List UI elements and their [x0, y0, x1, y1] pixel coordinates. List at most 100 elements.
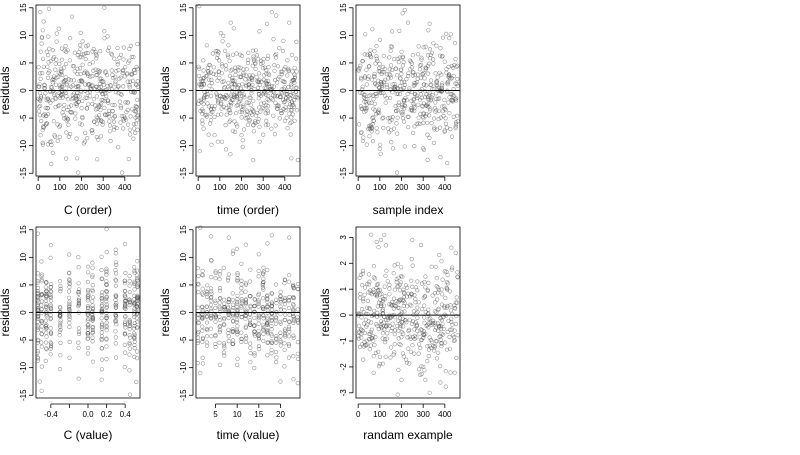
data-point [217, 306, 222, 311]
data-point [84, 50, 89, 56]
data-point [365, 298, 371, 304]
data-point [428, 338, 434, 343]
data-point [391, 85, 396, 90]
data-point [213, 334, 218, 339]
data-point [132, 315, 137, 320]
y-tick-label: -3 [339, 389, 348, 397]
data-point [261, 89, 267, 94]
data-point [381, 115, 386, 120]
data-point [40, 142, 46, 147]
data-point [231, 318, 236, 323]
data-point [206, 69, 211, 74]
data-point [119, 170, 125, 175]
data-point [393, 103, 398, 109]
data-point [374, 293, 380, 298]
data-point [295, 94, 300, 100]
data-point [226, 43, 231, 48]
data-point [392, 315, 398, 320]
data-point [366, 272, 372, 277]
data-point [218, 30, 223, 36]
data-point [108, 83, 113, 88]
data-point [287, 294, 292, 300]
data-point [401, 97, 406, 102]
data-point [43, 326, 49, 331]
data-point [273, 77, 278, 83]
data-point [208, 307, 213, 312]
y-tick-label: 10 [19, 252, 28, 261]
data-point [360, 91, 365, 96]
data-point [204, 315, 209, 320]
data-point [208, 286, 214, 291]
data-point [55, 138, 60, 143]
data-point [43, 285, 49, 290]
data-point [392, 85, 397, 90]
data-point [450, 311, 455, 316]
data-point [274, 355, 279, 360]
data-point [257, 82, 262, 87]
x-tick-label: 400 [278, 183, 292, 192]
data-point [35, 327, 40, 333]
data-point [115, 59, 120, 65]
data-point [235, 332, 240, 337]
data-point [278, 338, 283, 343]
data-point [104, 336, 109, 341]
data-point [71, 95, 76, 101]
data-point [425, 322, 430, 328]
data-point [429, 264, 434, 269]
data-point [96, 103, 101, 108]
data-point [361, 321, 367, 326]
data-point [274, 360, 279, 365]
data-point [45, 52, 51, 58]
data-point [243, 302, 248, 307]
data-point [213, 315, 218, 320]
data-point [202, 82, 207, 87]
data-point [39, 279, 44, 284]
data-point [213, 341, 218, 347]
data-point [418, 75, 423, 81]
data-point [380, 336, 385, 341]
data-point [366, 74, 371, 79]
data-point [440, 35, 446, 40]
data-point [278, 298, 283, 303]
data-point [439, 302, 445, 307]
data-point [222, 353, 227, 358]
data-point [423, 377, 428, 383]
data-point [434, 108, 439, 113]
data-point [213, 270, 218, 276]
data-point [38, 103, 43, 108]
data-point [454, 96, 459, 101]
data-point [106, 111, 111, 116]
data-point [371, 106, 376, 111]
data-point [378, 292, 383, 297]
data-point [390, 114, 395, 120]
x-tick-label: 300 [416, 183, 430, 192]
data-point [371, 264, 377, 269]
data-point [102, 105, 107, 110]
data-point [219, 139, 225, 144]
data-point [394, 170, 400, 175]
data-point [365, 305, 370, 310]
data-point [448, 327, 453, 332]
data-point [443, 369, 449, 374]
data-point [435, 290, 441, 295]
data-point [231, 248, 236, 253]
data-point [104, 328, 109, 333]
data-point [90, 274, 95, 279]
data-point [416, 115, 421, 120]
data-point [269, 351, 274, 356]
data-point [282, 100, 287, 105]
data-point [67, 299, 72, 304]
data-point [409, 107, 415, 112]
data-point [48, 352, 53, 357]
data-point [201, 68, 206, 73]
data-point [390, 146, 396, 151]
data-point [39, 299, 45, 304]
data-point [391, 352, 396, 357]
data-point [212, 104, 217, 109]
data-point [131, 121, 136, 127]
data-point [239, 53, 244, 59]
data-point [246, 100, 251, 105]
data-point [273, 100, 278, 105]
data-point [381, 125, 386, 131]
